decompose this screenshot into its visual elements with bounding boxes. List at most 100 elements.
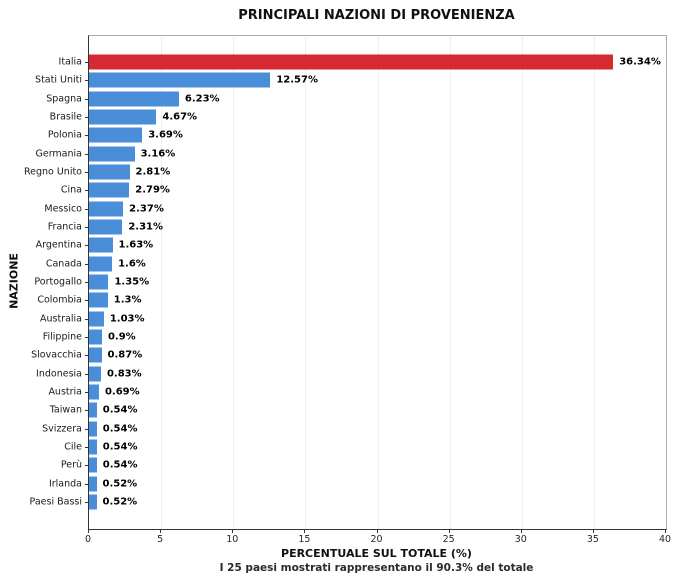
x-tick [592, 529, 594, 533]
bar-row: Regno Unito 2.81% [24, 163, 666, 181]
bar-row: Slovacchia 0.87% [31, 346, 666, 364]
bar-value-label: 1.63% [118, 239, 154, 251]
bar-value-label: 0.9% [107, 331, 136, 343]
x-tick [448, 529, 450, 533]
gridline [305, 36, 307, 529]
chart-subtitle: I 25 paesi mostrati rappresentano il 90.… [219, 562, 534, 574]
bar-value-label: 6.23% [184, 93, 220, 105]
x-tick [88, 529, 89, 533]
country-label: Brasile [49, 111, 82, 123]
bar-row: Cile 0.54% [64, 438, 666, 456]
bar [89, 109, 157, 125]
bar-row: Brasile 4.67% [50, 108, 666, 126]
country-label: Messico [44, 203, 82, 215]
bar-row: Austria 0.69% [48, 383, 666, 401]
country-label: Australia [39, 313, 82, 325]
bar-row: Irlanda 0.52% [49, 475, 666, 493]
country-label: Regno Unito [23, 166, 82, 178]
bar [89, 91, 179, 107]
bar [89, 146, 135, 162]
y-tick [85, 153, 89, 155]
country-label: Polonia [47, 129, 82, 141]
y-tick [85, 135, 89, 137]
x-tick-label: 10 [226, 534, 239, 545]
y-tick [85, 190, 89, 192]
bar [89, 72, 271, 88]
y-tick [85, 98, 89, 100]
y-tick [85, 80, 89, 82]
bar [89, 201, 124, 217]
gridline [449, 36, 451, 529]
x-tick-label: 25 [442, 534, 455, 545]
bar-row: Perù 0.54% [61, 456, 666, 474]
bar-row: Stati Uniti 12.57% [35, 71, 666, 89]
bar-row: Taiwan 0.54% [50, 401, 666, 419]
country-label: Cile [64, 441, 82, 453]
bar-value-label: 2.79% [135, 184, 170, 196]
y-tick [85, 245, 89, 247]
y-tick [85, 318, 89, 320]
country-label: Austria [48, 386, 82, 398]
y-tick [85, 447, 89, 448]
bar-value-label: 1.03% [109, 313, 145, 325]
y-tick [85, 227, 89, 228]
chart-title: PRINCIPALI NAZIONI DI PROVENIENZA [238, 8, 515, 23]
bar-value-label: 0.87% [107, 349, 143, 361]
y-tick [85, 282, 89, 283]
country-label: Spagna [46, 93, 82, 105]
y-tick [85, 373, 89, 375]
bar [89, 54, 614, 70]
bar-value-label: 1.6% [118, 258, 146, 270]
bar-row: Germania 3.16% [35, 145, 666, 163]
bar [89, 127, 143, 143]
bar-row: Polonia 3.69% [48, 126, 666, 144]
bar-row: Paesi Bassi 0.52% [30, 493, 666, 511]
country-label: Stati Uniti [35, 74, 82, 86]
bar-value-label: 2.31% [128, 221, 164, 233]
y-tick [85, 392, 89, 393]
y-tick [85, 355, 89, 357]
country-label: Portogallo [34, 276, 82, 288]
x-tick-label: 40 [658, 534, 672, 545]
gridline [233, 36, 235, 529]
bar [89, 457, 97, 473]
bar [89, 292, 108, 308]
y-tick [85, 263, 89, 265]
bar-value-label: 3.16% [140, 148, 176, 160]
x-tick-label: 20 [370, 534, 383, 545]
bar [89, 439, 97, 455]
country-label: Cina [60, 184, 82, 196]
y-tick [85, 483, 89, 485]
bar [89, 402, 97, 418]
x-tick [232, 529, 234, 533]
bar [89, 384, 99, 400]
bar-value-label: 0.54% [102, 459, 138, 471]
bar-value-label: 0.54% [102, 441, 138, 453]
country-label: Svizzera [42, 423, 82, 435]
bar-value-label: 36.34% [619, 56, 661, 68]
gridline [161, 36, 163, 529]
x-tick [520, 529, 522, 533]
y-tick [85, 300, 89, 302]
x-tick-label: 0 [84, 534, 92, 545]
gridline [521, 36, 523, 529]
bar [89, 366, 101, 382]
country-label: Italia [58, 56, 82, 68]
bar-row: Canada 1.6% [46, 255, 666, 273]
bar-row: Portogallo 1.35% [34, 273, 666, 291]
x-tick-label: 30 [514, 534, 527, 545]
x-tick [304, 529, 306, 533]
y-tick [85, 208, 89, 210]
bar [89, 494, 97, 510]
bar [89, 421, 97, 437]
bar [89, 311, 104, 327]
bar-value-label: 0.54% [102, 404, 138, 416]
country-label: Francia [47, 221, 82, 233]
bar-row: Colombia 1.3% [37, 291, 666, 309]
bar-value-label: 2.37% [129, 203, 164, 215]
bar-row: Italia 36.34% [59, 53, 666, 71]
bar [89, 219, 123, 235]
bar-value-label: 1.35% [114, 276, 150, 288]
country-label: Indonesia [36, 368, 82, 380]
bar-row: Svizzera 0.54% [42, 420, 666, 438]
